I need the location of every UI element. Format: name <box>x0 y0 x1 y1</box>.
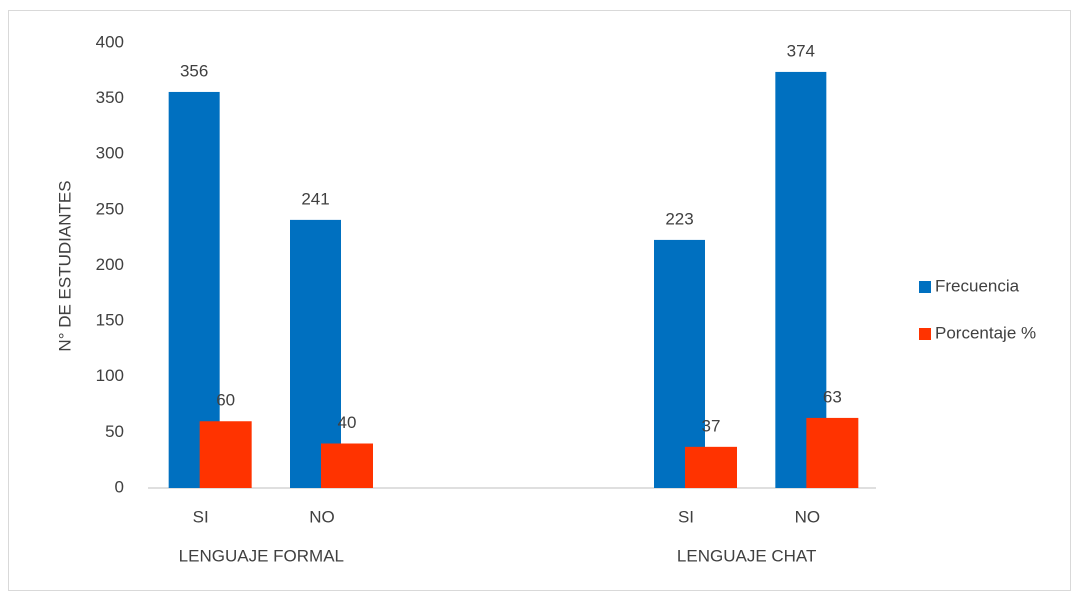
data-label: 37 <box>702 416 721 435</box>
legend-swatch <box>919 328 931 340</box>
legend-label: Frecuencia <box>935 276 1020 295</box>
bar <box>685 446 737 488</box>
data-label: 356 <box>180 61 208 80</box>
x-group-label: LENGUAJE FORMAL <box>179 546 344 565</box>
x-tick-label: NO <box>795 507 821 526</box>
y-tick-label: 200 <box>96 255 124 274</box>
bar <box>199 421 252 488</box>
x-tick-label: NO <box>309 507 335 526</box>
y-tick-label: 400 <box>96 32 124 51</box>
y-tick-label: 0 <box>115 477 124 496</box>
bar <box>654 239 705 488</box>
bar <box>290 219 341 488</box>
y-tick-label: 300 <box>96 144 124 163</box>
data-label: 374 <box>787 41 815 60</box>
chart-frame <box>8 10 1071 591</box>
y-tick-label: 350 <box>96 88 124 107</box>
y-tick-label: 50 <box>105 422 124 441</box>
y-tick-label: 250 <box>96 199 124 218</box>
data-label: 223 <box>665 209 693 228</box>
data-label: 63 <box>823 387 842 406</box>
x-tick-label: SI <box>678 507 694 526</box>
y-tick-label: 100 <box>96 366 124 385</box>
data-label: 241 <box>301 189 329 208</box>
x-group-label: LENGUAJE CHAT <box>677 546 817 565</box>
data-label: 40 <box>338 413 357 432</box>
bar <box>321 443 373 488</box>
y-axis-label: N° DE ESTUDIANTES <box>55 180 74 351</box>
x-tick-label: SI <box>193 507 209 526</box>
y-tick-label: 150 <box>96 311 124 330</box>
bar <box>806 417 859 488</box>
legend-label: Porcentaje % <box>935 323 1036 342</box>
data-label: 60 <box>216 391 235 410</box>
legend-swatch <box>919 281 931 293</box>
